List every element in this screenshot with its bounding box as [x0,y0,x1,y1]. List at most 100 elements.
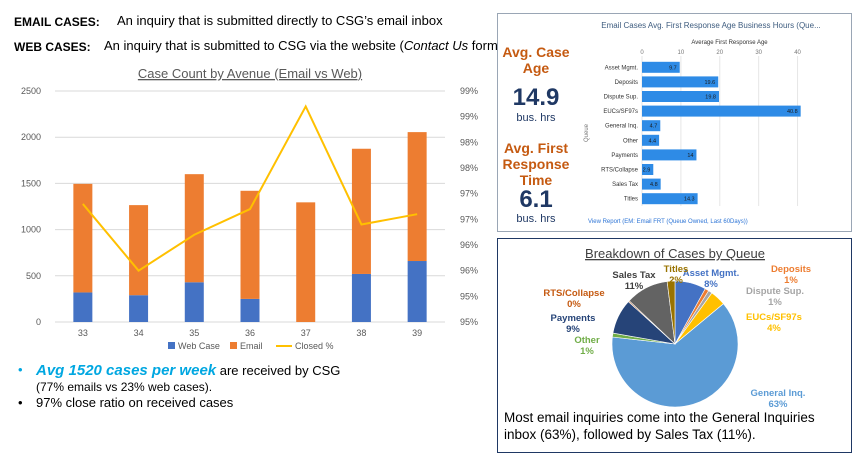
avg-cases-highlight: Avg 1520 cases per week [36,362,217,379]
pie-value: 8% [704,279,718,290]
hbar-x-tick: 10 [678,50,685,56]
hbar-category: Other [623,138,638,144]
pie-value: 0% [567,299,581,310]
legend-label: Web Case [178,341,220,351]
pie-label: Other [574,335,600,346]
x-tick-label: 37 [301,328,311,338]
hbar-value: 40.8 [787,109,798,115]
y2-tick-label: 95% [460,291,478,301]
avg-first-response-title: Avg. First Response Time [502,140,570,188]
hbar-category: Sales Tax [612,182,638,188]
avg-first-response-value: 6.1 [519,186,553,213]
pie-value: 1% [784,275,798,286]
hbar-bar [642,164,654,175]
y-tick-label: 1000 [21,225,41,235]
hbar-category: Deposits [615,80,638,86]
hbar-category: EUCs/SF97s [603,109,638,115]
bullet-close-ratio: • 97% close ratio on received cases [18,395,234,410]
y2-tick-label: 95% [460,317,478,327]
bullet-avg-cases: • Avg 1520 cases per week are received b… [18,362,341,379]
hbar-x-tick: 40 [794,50,801,56]
hbar-category: Dispute Sup. [604,95,639,101]
y-tick-label: 2500 [21,86,41,96]
pie-label: EUCs/SF97s [746,312,802,323]
legend-label: Email [240,341,263,351]
avg-case-age-title: Avg. Case Age [502,44,570,76]
avg-case-age-unit: bus. hrs [516,112,556,124]
hbar-bar [642,120,661,132]
x-tick-label: 33 [78,328,88,338]
pie-value: 9% [566,324,580,335]
pie-label: Payments [551,313,596,324]
hbar-value: 14.3 [684,197,695,203]
hbar-bar [642,105,801,117]
y2-tick-label: 99% [460,112,478,122]
y2-tick-label: 98% [460,137,478,147]
web-case-bar [351,273,371,322]
y2-tick-label: 96% [460,266,478,276]
email-bar [296,202,316,322]
hbar-bar [642,61,680,73]
y2-tick-label: 97% [460,189,478,199]
bullet-avg-cases-detail: (77% emails vs 23% web cases). [36,380,213,394]
email-bar [184,174,204,283]
web-cases-definition: An inquiry that is submitted to CSG via … [104,38,503,53]
hbar-ylabel: Queue [584,123,590,142]
hbar-value: 14 [687,153,693,159]
hbar-value: 4.8 [650,182,658,188]
hbar-bar [642,91,719,102]
hbar-value: 4.4 [648,138,656,144]
y-tick-label: 0 [36,317,41,327]
hbar-bar [642,134,660,146]
hbar-category: Titles [624,197,638,203]
x-tick-label: 38 [356,328,366,338]
hbar-category: General Inq. [605,124,638,130]
email-bar [73,183,93,293]
email-bar [240,190,260,299]
legend-label: Closed % [295,341,334,351]
pie-value: 2% [669,275,683,286]
web-case-bar [129,295,149,322]
y2-tick-label: 96% [460,240,478,250]
pie-value: 1% [580,346,594,357]
y2-tick-label: 98% [460,163,478,173]
legend-swatch [168,342,175,349]
pie-label: General Inq. [751,388,806,399]
pie-slice [611,303,739,408]
hbar-title: Email Cases Avg. First Response Age Busi… [601,21,821,30]
pie-label: Sales Tax [612,270,656,281]
hbar-value: 19.8 [705,95,716,101]
hbar-bar [642,149,697,161]
x-tick-label: 36 [245,328,255,338]
y2-tick-label: 99% [460,86,478,96]
first-response-chart: Email Cases Avg. First Response Age Busi… [584,21,821,225]
x-tick-label: 39 [412,328,422,338]
y-tick-label: 1500 [21,178,41,188]
pie-caption: Most email inquiries come into the Gener… [504,410,815,442]
web-case-bar [184,282,204,322]
pie-label: Dispute Sup. [746,286,804,297]
pie-label: Deposits [771,264,811,275]
hbar-category: Payments [611,153,638,159]
email-cases-definition: An inquiry that is submitted directly to… [117,13,443,28]
avg-first-response-unit: bus. hrs [516,213,556,225]
pie-label: RTS/Collapse [543,288,604,299]
hbar-value: 2.9 [643,168,651,174]
hbar-value: 9.7 [669,65,677,71]
hbar-x-tick: 0 [640,50,644,56]
email-cases-label: EMAIL CASES: [14,15,100,29]
email-bar [351,148,371,274]
hbar-x-tick: 30 [755,50,762,56]
hbar-xlabel: Average First Response Age [691,40,768,46]
hbar-value: 19.6 [705,80,716,86]
bar-chart-title: Case Count by Avenue (Email vs Web) [138,66,362,81]
queue-breakdown-panel: Breakdown of Cases by Queue Asset Mgmt. 8%… [497,238,852,453]
pie-slice [666,280,676,345]
hbar-bar [642,76,719,88]
hbar-bar [642,193,698,205]
y2-tick-label: 97% [460,214,478,224]
hbar-x-tick: 20 [716,50,723,56]
pie-value: 1% [768,297,782,308]
hbar-value: 4.7 [650,124,658,130]
y-tick-label: 500 [26,271,41,281]
